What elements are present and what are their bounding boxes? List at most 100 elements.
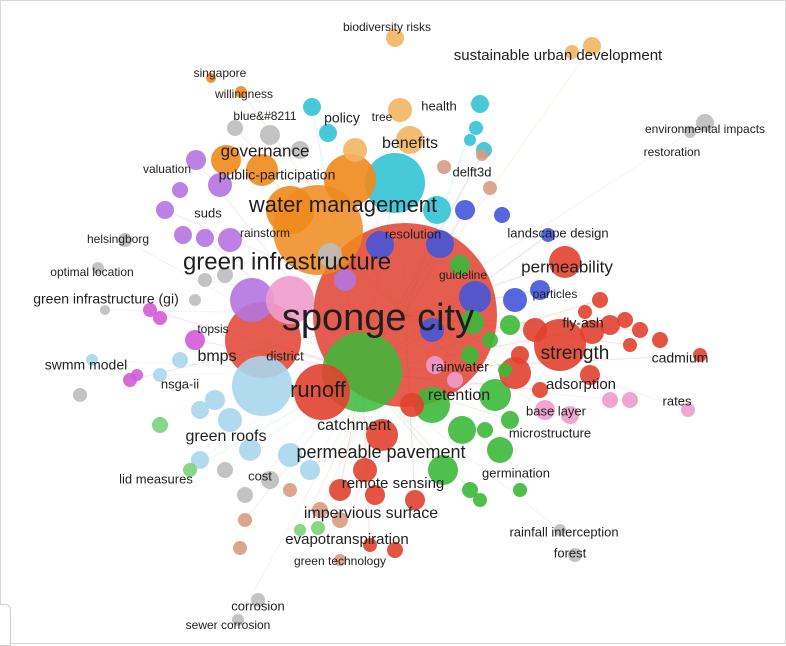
keyword-label[interactable]: health xyxy=(421,98,456,113)
node-bubble[interactable] xyxy=(501,411,519,429)
node-bubble[interactable] xyxy=(532,382,548,398)
node-bubble[interactable] xyxy=(500,315,520,335)
node-bubble[interactable] xyxy=(246,154,278,186)
keyword-label[interactable]: corrosion xyxy=(231,598,284,613)
node-bubble[interactable] xyxy=(503,288,527,312)
keyword-label[interactable]: green infrastructure xyxy=(183,248,391,275)
node-bubble[interactable] xyxy=(487,437,513,463)
node-bubble[interactable] xyxy=(450,255,470,275)
keyword-label[interactable]: base layer xyxy=(526,403,587,418)
node-bubble[interactable] xyxy=(191,451,209,469)
node-bubble[interactable] xyxy=(174,226,192,244)
node-bubble[interactable] xyxy=(471,95,489,113)
node-bubble[interactable] xyxy=(300,460,320,480)
node-bubble[interactable] xyxy=(365,153,425,213)
node-bubble[interactable] xyxy=(428,455,458,485)
node-bubble[interactable] xyxy=(447,372,463,388)
node-bubble[interactable] xyxy=(592,292,608,308)
node-bubble[interactable] xyxy=(131,369,143,381)
node-bubble[interactable] xyxy=(156,201,174,219)
node-bubble[interactable] xyxy=(600,315,620,335)
node-bubble[interactable] xyxy=(366,231,394,259)
keyword-label[interactable]: helsingborg xyxy=(87,232,149,246)
node-bubble[interactable] xyxy=(549,246,581,278)
node-bubble[interactable] xyxy=(205,390,225,410)
node-bubble[interactable] xyxy=(386,29,404,47)
node-bubble[interactable] xyxy=(217,267,233,283)
node-bubble[interactable] xyxy=(693,348,707,362)
keyword-label[interactable]: cost xyxy=(248,468,272,483)
keyword-label[interactable]: green technology xyxy=(294,554,386,568)
node-bubble[interactable] xyxy=(684,126,696,138)
node-bubble[interactable] xyxy=(464,134,476,146)
node-bubble[interactable] xyxy=(523,318,547,342)
node-bubble[interactable] xyxy=(473,493,487,507)
node-bubble[interactable] xyxy=(319,124,337,142)
keyword-label[interactable]: governance xyxy=(221,141,310,160)
keyword-label[interactable]: forest xyxy=(554,545,587,560)
node-bubble[interactable] xyxy=(343,138,367,162)
keyword-label[interactable]: sustainable urban development xyxy=(454,47,663,64)
node-bubble[interactable] xyxy=(602,392,618,408)
node-bubble[interactable] xyxy=(623,338,637,352)
node-bubble[interactable] xyxy=(143,303,157,317)
keyword-label[interactable]: strength xyxy=(541,343,610,364)
node-bubble[interactable] xyxy=(535,400,555,420)
node-bubble[interactable] xyxy=(426,356,444,374)
node-bubble[interactable] xyxy=(469,121,483,135)
keyword-label[interactable]: germination xyxy=(482,465,550,480)
keyword-label[interactable]: district xyxy=(266,348,304,363)
node-bubble[interactable] xyxy=(498,363,512,377)
node-bubble[interactable] xyxy=(476,149,488,161)
keyword-label[interactable]: landscape design xyxy=(507,225,608,240)
node-bubble[interactable] xyxy=(414,387,450,423)
node-bubble[interactable] xyxy=(479,379,511,411)
node-bubble[interactable] xyxy=(681,403,695,417)
node-bubble[interactable] xyxy=(261,471,279,489)
keyword-label[interactable]: microstructure xyxy=(509,425,591,440)
node-bubble[interactable] xyxy=(530,280,550,300)
node-bubble[interactable] xyxy=(191,401,209,419)
keyword-label[interactable]: blue&#8211 xyxy=(233,109,296,123)
node-bubble[interactable] xyxy=(334,554,346,566)
node-bubble[interactable] xyxy=(186,150,206,170)
node-bubble[interactable] xyxy=(208,173,232,197)
node-bubble[interactable] xyxy=(455,200,475,220)
node-bubble[interactable] xyxy=(172,182,188,198)
node-bubble[interactable] xyxy=(405,490,425,510)
node-bubble[interactable] xyxy=(172,352,188,368)
keyword-label[interactable]: bmps xyxy=(197,348,236,365)
node-bubble[interactable] xyxy=(312,502,328,518)
keyword-label[interactable]: lid measures xyxy=(119,471,193,486)
node-bubble[interactable] xyxy=(218,228,242,252)
node-bubble[interactable] xyxy=(206,73,216,83)
node-bubble[interactable] xyxy=(329,479,351,501)
node-bubble[interactable] xyxy=(196,229,214,247)
node-bubble[interactable] xyxy=(278,443,302,467)
node-bubble[interactable] xyxy=(632,322,648,338)
keyword-label[interactable]: topsis xyxy=(197,322,228,336)
keyword-label[interactable]: green roofs xyxy=(186,428,267,445)
node-bubble[interactable] xyxy=(235,86,247,98)
node-bubble[interactable] xyxy=(283,483,297,497)
node-bubble[interactable] xyxy=(622,392,638,408)
keyword-label[interactable]: singapore xyxy=(194,66,247,80)
node-bubble[interactable] xyxy=(363,538,377,552)
keyword-label[interactable]: runoff xyxy=(290,377,347,402)
node-bubble[interactable] xyxy=(291,141,309,159)
keyword-label[interactable]: resolution xyxy=(385,226,441,241)
keyword-label[interactable]: valuation xyxy=(143,162,191,176)
keyword-label[interactable]: delft3d xyxy=(452,164,491,179)
node-bubble[interactable] xyxy=(227,120,243,136)
keyword-label[interactable]: remote sensing xyxy=(342,475,445,492)
keyword-label[interactable]: restoration xyxy=(644,145,701,159)
node-bubble[interactable] xyxy=(189,294,201,306)
node-bubble[interactable] xyxy=(153,311,167,325)
side-panel-tab[interactable] xyxy=(0,604,11,646)
node-bubble[interactable] xyxy=(92,262,104,274)
node-bubble[interactable] xyxy=(303,98,321,116)
keyword-label[interactable]: rainwater xyxy=(431,359,489,375)
node-bubble[interactable] xyxy=(561,406,579,424)
keyword-label[interactable]: guideline xyxy=(439,268,487,282)
keyword-label[interactable]: water management xyxy=(248,192,437,217)
